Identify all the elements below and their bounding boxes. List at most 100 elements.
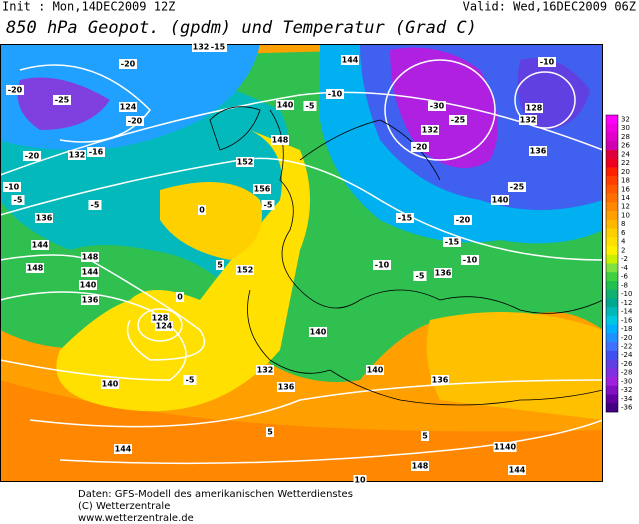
contour-label-bg [341, 55, 359, 65]
contour-label: 148 [82, 253, 99, 262]
map-field [0, 44, 603, 482]
colorbar-label: 24 [621, 150, 630, 158]
contour-label: -20 [456, 216, 471, 225]
contour-label: -5 [91, 201, 100, 210]
contour-label: 140 [277, 101, 294, 110]
colorbar-swatch [606, 167, 618, 177]
contour-label-bg [261, 200, 275, 210]
contour-label-bg [353, 475, 367, 485]
contour-label-bg [155, 321, 173, 331]
contour-label: -20 [8, 86, 23, 95]
contour-label: -5 [186, 376, 195, 385]
contour-label-bg [81, 295, 99, 305]
contour-label: 140 [492, 196, 509, 205]
contour-label-bg [23, 151, 41, 161]
contour-label-bg [126, 116, 144, 126]
colorbar-frame [605, 114, 619, 413]
contour-label-bg [198, 205, 206, 215]
colorbar-swatch [606, 176, 618, 186]
contour-label-bg [101, 379, 119, 389]
colorbar-swatch [606, 237, 618, 247]
colorbar-label: -34 [621, 395, 633, 403]
colorbar-label: -18 [621, 325, 632, 333]
contour-label-bg [87, 147, 105, 157]
contour-label: 148 [412, 462, 429, 471]
contour-label-bg [35, 213, 53, 223]
colorbar-swatch [606, 193, 618, 203]
yellow-west [56, 130, 311, 412]
colorbar-label: 18 [621, 177, 630, 185]
colorbar-label: 10 [621, 211, 630, 219]
contour-label: 132 [422, 126, 439, 135]
colorbar-label: -28 [621, 369, 632, 377]
colorbar-swatch [606, 228, 618, 238]
contour-label-bg [11, 195, 25, 205]
colorbar-swatch [606, 394, 618, 404]
contour-label: -30 [430, 102, 445, 111]
contour-label-bg [529, 146, 547, 156]
colorbar-swatch [606, 211, 618, 221]
contour-label: 136 [278, 383, 295, 392]
contour-label-bg [68, 150, 86, 160]
contour-label-bg [26, 263, 44, 273]
colorbar-swatch [606, 158, 618, 168]
contour-label-bg [88, 200, 102, 210]
colorbar-label: -26 [621, 360, 633, 368]
colorbar-label: -36 [621, 404, 633, 412]
colorbar-label: 20 [621, 168, 630, 176]
contour-label: 136 [432, 376, 449, 385]
contour-label-bg [277, 382, 295, 392]
colorbar-label: -16 [621, 316, 633, 324]
colorbar-swatch [606, 359, 618, 369]
contour-label: 136 [530, 147, 547, 156]
contour-label-bg [519, 115, 537, 125]
contour-label-bg [236, 265, 254, 275]
contour-label-bg [431, 375, 449, 385]
contour-label: 144 [82, 268, 99, 277]
contour-label: 140 [367, 366, 384, 375]
colorbar-label: 14 [621, 194, 630, 202]
init-time: Init : Mon,14DEC2009 12Z [2, 0, 175, 14]
contour-label: -10 [328, 90, 343, 99]
contour-label-bg [411, 142, 429, 152]
contour-label-bg [183, 375, 197, 385]
contour-label: -5 [264, 201, 273, 210]
colorbar-label: 4 [621, 238, 626, 246]
yellow-core [160, 182, 262, 260]
colorbar-label: -10 [621, 290, 632, 298]
contour-label-bg [253, 184, 271, 194]
contour-label: 144 [342, 56, 359, 65]
contour-label-bg [81, 252, 99, 262]
colorbar-swatch [606, 141, 618, 151]
colorbar-swatch [606, 403, 618, 413]
contour-label-bg [6, 85, 24, 95]
contour-label-bg [421, 431, 429, 441]
colorbar-label: -6 [621, 273, 629, 281]
contour-label-bg [428, 101, 446, 111]
contour-label-bg [31, 240, 49, 250]
colorbar-label: 30 [621, 124, 630, 132]
contour-label-bg [413, 271, 427, 281]
contour-label: 124 [120, 103, 137, 112]
contour-label-bg [79, 280, 97, 290]
colorbar-swatch [606, 298, 618, 308]
contour-label: -5 [416, 272, 425, 281]
geopotential-contours [0, 59, 603, 465]
contour-label-bg [151, 313, 169, 323]
contour-label-bg [538, 57, 556, 67]
warm-south [0, 380, 603, 482]
colorbar-swatch [606, 342, 618, 352]
contour-label: 148 [27, 264, 44, 273]
colorbar-swatch [606, 315, 618, 325]
contour-label: -5 [14, 196, 23, 205]
contour-label: -10 [5, 183, 20, 192]
colorbar-label: -32 [621, 386, 632, 394]
colorbar-swatch [606, 123, 618, 133]
contour-label: 0 [177, 293, 183, 302]
contour-label-bg [396, 213, 414, 223]
contour-label: 144 [509, 466, 526, 475]
contour-label: -25 [451, 116, 466, 125]
contour-label: 124 [156, 322, 173, 331]
